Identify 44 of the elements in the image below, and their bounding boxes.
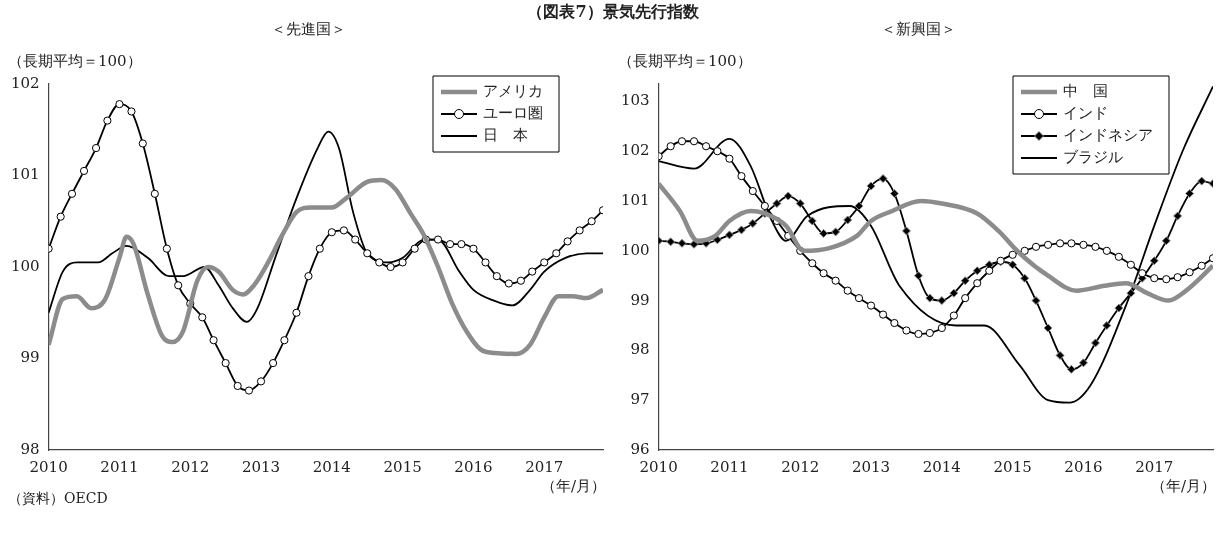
- y-tick-label: 98: [20, 439, 40, 458]
- chart-subtitle: ＜新興国＞: [879, 20, 957, 40]
- x-tick-label: 2015: [993, 457, 1032, 476]
- y-tick-label: 99: [20, 348, 40, 367]
- x-tick-label: 2011: [100, 457, 139, 476]
- y-tick-label: 100: [620, 240, 650, 259]
- x-tick-label: 2016: [454, 457, 493, 476]
- y-tick-label: 102: [10, 73, 40, 92]
- x-tick-label: 2011: [710, 457, 749, 476]
- legend-label: 中 国: [1063, 81, 1108, 100]
- y-tick-label: 103: [620, 91, 650, 110]
- legend-label: 日 本: [483, 125, 528, 144]
- y-tick-label: 100: [10, 256, 40, 275]
- legend-label: インド: [1063, 103, 1108, 122]
- x-tick-label: 2012: [171, 457, 210, 476]
- x-tick-label: 2012: [781, 457, 820, 476]
- y-tick-label: 96: [630, 439, 650, 458]
- x-tick-label: 2014: [312, 457, 351, 476]
- y-tick-label: 101: [620, 190, 650, 209]
- y-tick-label: 102: [620, 141, 650, 160]
- x-tick-label: 2010: [29, 457, 68, 476]
- x-tick-label: 2017: [1135, 457, 1174, 476]
- x-tick-label: 2014: [922, 457, 961, 476]
- legend-label: インドネシア: [1063, 125, 1153, 144]
- x-tick-label: 2013: [851, 457, 891, 476]
- y-axis-title: （長期平均＝100）: [8, 52, 142, 71]
- chart-title: （図表7）景気先行指数: [526, 2, 700, 21]
- y-tick-label: 99: [630, 290, 650, 309]
- chart-subtitle: ＜先進国＞: [269, 20, 347, 40]
- y-axis-title: （長期平均＝100）: [618, 52, 752, 71]
- y-tick-label: 97: [630, 390, 650, 409]
- x-tick-label: 2017: [525, 457, 564, 476]
- text: （資料）OECD: [8, 490, 108, 506]
- x-tick-label: 2015: [383, 457, 422, 476]
- y-tick-label: 101: [10, 165, 40, 184]
- x-tick-label: 2013: [241, 457, 281, 476]
- x-axis-title: （年/月）: [540, 477, 606, 496]
- legend-label: アメリカ: [483, 81, 543, 100]
- legend-label: ブラジル: [1063, 147, 1123, 166]
- x-axis-title: （年/月）: [1150, 477, 1216, 496]
- x-tick-label: 2016: [1064, 457, 1103, 476]
- x-tick-label: 2010: [639, 457, 678, 476]
- legend-label: ユーロ圏: [483, 103, 543, 122]
- y-tick-label: 98: [630, 340, 650, 359]
